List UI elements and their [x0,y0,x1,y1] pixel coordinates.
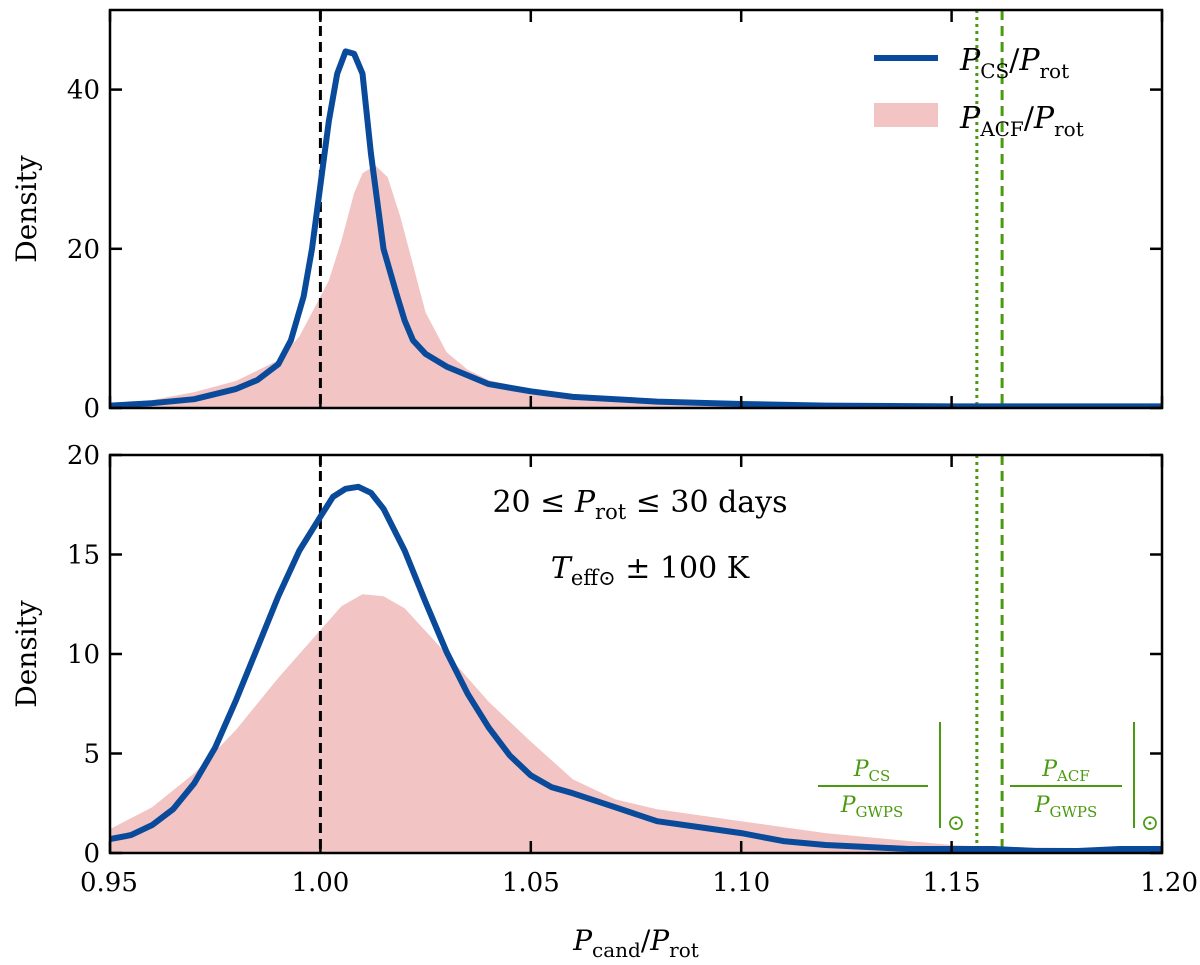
top-y-tick-labels: 0 20 40 [67,76,100,424]
y-tick-label: 5 [83,740,100,770]
svg-text:PCS: PCS [853,757,891,785]
x-tick-label: 1.00 [291,868,349,898]
svg-text:PACF: PACF [1041,757,1090,785]
green-label-acf-gwps: PACF PGWPS ⊙ [1010,722,1159,836]
top-y-axis-label: Density [10,155,43,263]
x-tick-label: 1.05 [502,868,560,898]
top-panel: 0 20 40 Density PCS/Prot PACF/Prot [10,8,1164,424]
x-axis-label: Pcand/Prot [572,924,699,962]
bottom-y-axis-label: Density [10,600,43,708]
green-label-cs-gwps: PCS PGWPS ⊙ [818,722,965,836]
svg-text:PGWPS: PGWPS [840,793,904,821]
legend-acf-label: PACF/Prot [959,101,1084,141]
x-tick-label: 1.10 [712,868,770,898]
y-tick-label: 0 [83,394,100,424]
bottom-x-tick-labels: 0.95 1.00 1.05 1.10 1.15 1.20 [80,868,1198,898]
y-tick-label: 10 [67,640,100,670]
y-tick-label: 0 [83,839,100,869]
x-tick-label: 1.15 [923,868,981,898]
y-tick-label: 20 [67,235,100,265]
top-axis-ticks [108,10,1164,410]
x-tick-label: 0.95 [80,868,138,898]
svg-text:PGWPS: PGWPS [1034,793,1098,821]
y-tick-label: 20 [67,441,100,471]
annotation-period-range: 20 ≤ Prot ≤ 30 days [492,485,787,524]
legend-acf-swatch [874,103,938,127]
annotation-teff-range: Teff⊙ ± 100 K [551,551,750,590]
bottom-axis-ticks [108,453,1164,855]
svg-text:⊙: ⊙ [1141,811,1159,836]
top-plot-frame [108,8,1164,410]
cs-density-line [110,48,1162,408]
acf-density-area [110,594,1162,853]
bottom-panel: 0 5 10 15 20 0.95 1.00 1.05 1.10 1.15 1.20 Densit… [10,441,1198,962]
y-tick-label: 40 [67,76,100,106]
cs-density-line [110,483,1162,853]
acf-density-area [110,165,1162,408]
svg-text:⊙: ⊙ [947,811,965,836]
legend: PCS/Prot PACF/Prot [874,43,1084,141]
legend-cs-label: PCS/Prot [959,43,1069,83]
x-tick-label: 1.20 [1140,868,1198,898]
y-tick-label: 15 [67,541,100,571]
bottom-y-tick-labels: 0 5 10 15 20 [67,441,100,869]
